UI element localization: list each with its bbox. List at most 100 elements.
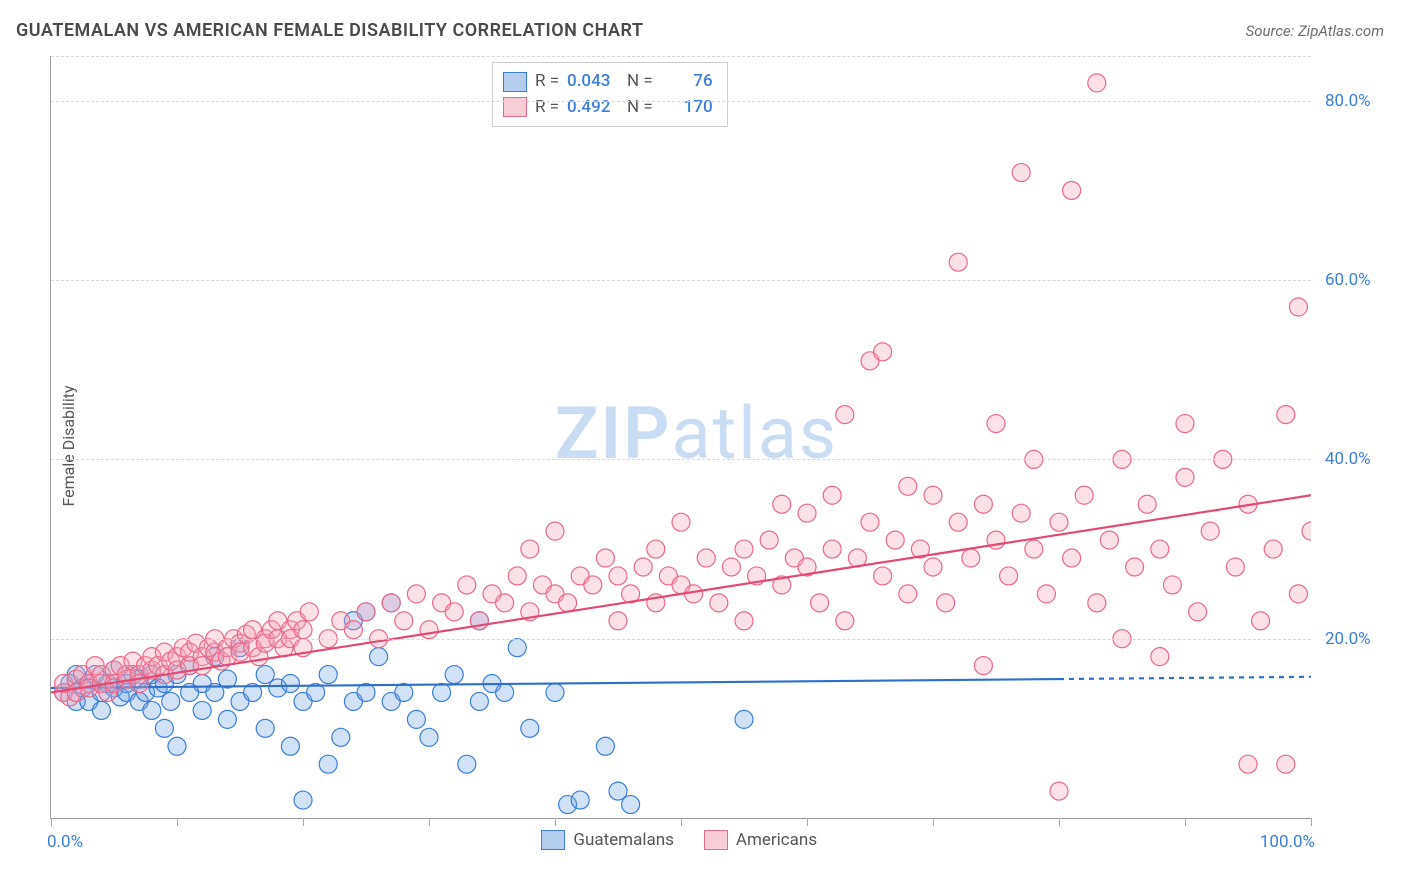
scatter-point-americans: [357, 603, 375, 621]
y-tick-label: 60.0%: [1325, 270, 1371, 290]
scatter-point-americans: [924, 558, 942, 576]
x-tick-mark: [177, 818, 178, 826]
scatter-point-americans: [1088, 594, 1106, 612]
scatter-point-americans: [1063, 181, 1081, 199]
scatter-point-americans: [949, 253, 967, 271]
scatter-point-guatemalans: [508, 639, 526, 657]
legend-swatch: [541, 830, 565, 850]
gridline: [51, 459, 1311, 460]
scatter-point-americans: [344, 621, 362, 639]
scatter-point-guatemalans: [319, 755, 337, 773]
scatter-point-guatemalans: [92, 701, 110, 719]
y-tick-label: 80.0%: [1325, 91, 1371, 111]
chart-container: GUATEMALAN VS AMERICAN FEMALE DISABILITY…: [0, 0, 1406, 892]
gridline: [51, 280, 1311, 281]
scatter-point-americans: [773, 495, 791, 513]
x-tick-mark: [555, 818, 556, 826]
scatter-point-americans: [1151, 648, 1169, 666]
x-tick-mark: [1311, 818, 1312, 826]
scatter-point-americans: [899, 477, 917, 495]
scatter-point-americans: [937, 594, 955, 612]
scatter-point-guatemalans: [395, 683, 413, 701]
chart-title: GUATEMALAN VS AMERICAN FEMALE DISABILITY…: [16, 20, 643, 41]
scatter-point-guatemalans: [571, 791, 589, 809]
legend-n-value: 170: [661, 95, 713, 121]
scatter-point-americans: [1063, 549, 1081, 567]
scatter-point-americans: [584, 576, 602, 594]
scatter-point-americans: [1176, 415, 1194, 433]
scatter-point-guatemalans: [193, 701, 211, 719]
gridline: [51, 56, 1311, 57]
scatter-point-americans: [1163, 576, 1181, 594]
scatter-point-americans: [609, 567, 627, 585]
scatter-point-guatemalans: [143, 701, 161, 719]
scatter-point-americans: [1289, 585, 1307, 603]
scatter-point-americans: [1277, 755, 1295, 773]
scatter-point-guatemalans: [162, 692, 180, 710]
scatter-point-americans: [899, 585, 917, 603]
scatter-point-americans: [508, 567, 526, 585]
legend-series-label: Americans: [736, 830, 817, 850]
scatter-point-americans: [823, 486, 841, 504]
scatter-point-americans: [722, 558, 740, 576]
gridline: [51, 639, 1311, 640]
scatter-point-guatemalans: [155, 719, 173, 737]
x-tick-label: 100.0%: [1260, 832, 1315, 852]
scatter-point-americans: [521, 540, 539, 558]
x-tick-mark: [933, 818, 934, 826]
legend-r-value: 0.492: [567, 95, 619, 121]
legend-r-value: 0.043: [567, 69, 619, 95]
legend-row-guatemalans: R =0.043N =76: [503, 69, 713, 95]
scatter-point-guatemalans: [546, 683, 564, 701]
scatter-point-americans: [445, 603, 463, 621]
scatter-svg: [51, 56, 1311, 818]
scatter-point-americans: [1126, 558, 1144, 576]
scatter-point-guatemalans: [622, 796, 640, 814]
scatter-point-americans: [1100, 531, 1118, 549]
scatter-point-guatemalans: [370, 648, 388, 666]
scatter-point-americans: [609, 612, 627, 630]
scatter-point-guatemalans: [332, 728, 350, 746]
scatter-point-americans: [395, 612, 413, 630]
scatter-point-guatemalans: [735, 710, 753, 728]
scatter-point-americans: [924, 486, 942, 504]
x-tick-mark: [429, 818, 430, 826]
scatter-point-guatemalans: [294, 791, 312, 809]
gridline: [51, 101, 1311, 102]
scatter-point-americans: [672, 513, 690, 531]
legend-n-label: N =: [627, 69, 653, 95]
scatter-point-americans: [1176, 468, 1194, 486]
legend-r-label: R =: [535, 95, 559, 121]
bottom-legend-item: Guatemalans: [541, 830, 673, 850]
scatter-point-guatemalans: [281, 737, 299, 755]
x-tick-mark: [807, 818, 808, 826]
scatter-point-guatemalans: [521, 719, 539, 737]
scatter-point-americans: [1075, 486, 1093, 504]
scatter-point-americans: [382, 594, 400, 612]
legend-swatch: [704, 830, 728, 850]
scatter-point-guatemalans: [319, 666, 337, 684]
scatter-point-americans: [1151, 540, 1169, 558]
trend-line-ext-guatemalans: [1059, 677, 1311, 679]
scatter-point-americans: [735, 612, 753, 630]
x-tick-mark: [681, 818, 682, 826]
scatter-point-americans: [1277, 406, 1295, 424]
scatter-point-americans: [1012, 164, 1030, 182]
scatter-point-americans: [1050, 782, 1068, 800]
scatter-point-guatemalans: [168, 737, 186, 755]
scatter-point-americans: [1289, 298, 1307, 316]
scatter-point-americans: [974, 657, 992, 675]
scatter-point-americans: [1252, 612, 1270, 630]
scatter-point-americans: [1037, 585, 1055, 603]
scatter-point-americans: [861, 513, 879, 531]
scatter-point-americans: [647, 540, 665, 558]
x-tick-label: 0.0%: [47, 832, 83, 852]
scatter-point-guatemalans: [420, 728, 438, 746]
source-attribution: Source: ZipAtlas.com: [1246, 22, 1384, 40]
scatter-point-americans: [294, 621, 312, 639]
bottom-legend-item: Americans: [704, 830, 817, 850]
scatter-point-guatemalans: [445, 666, 463, 684]
scatter-point-americans: [1012, 504, 1030, 522]
scatter-point-americans: [1088, 74, 1106, 92]
correlation-legend: R =0.043N =76R =0.492N =170: [492, 62, 728, 127]
